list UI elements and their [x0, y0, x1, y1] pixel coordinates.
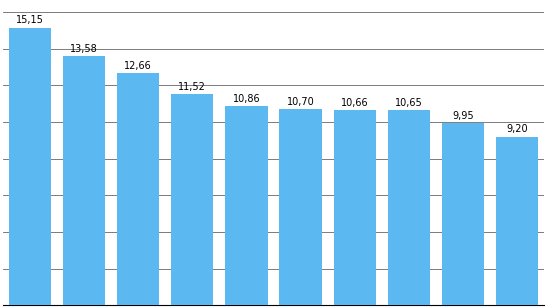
- Text: 13,58: 13,58: [70, 44, 98, 54]
- Bar: [496, 136, 538, 305]
- Bar: [117, 73, 159, 305]
- Bar: [171, 94, 213, 305]
- Text: 10,65: 10,65: [395, 98, 423, 108]
- Bar: [9, 27, 51, 305]
- Text: 12,66: 12,66: [124, 61, 152, 71]
- Text: 9,95: 9,95: [452, 111, 474, 121]
- Text: 11,52: 11,52: [178, 82, 206, 92]
- Bar: [63, 56, 105, 305]
- Text: 10,66: 10,66: [341, 98, 369, 107]
- Text: 10,86: 10,86: [232, 94, 260, 104]
- Bar: [442, 123, 484, 305]
- Text: 15,15: 15,15: [16, 15, 44, 25]
- Bar: [388, 110, 430, 305]
- Text: 10,70: 10,70: [287, 97, 315, 107]
- Bar: [225, 106, 267, 305]
- Bar: [334, 110, 376, 305]
- Text: 9,20: 9,20: [507, 124, 528, 134]
- Bar: [280, 109, 322, 305]
